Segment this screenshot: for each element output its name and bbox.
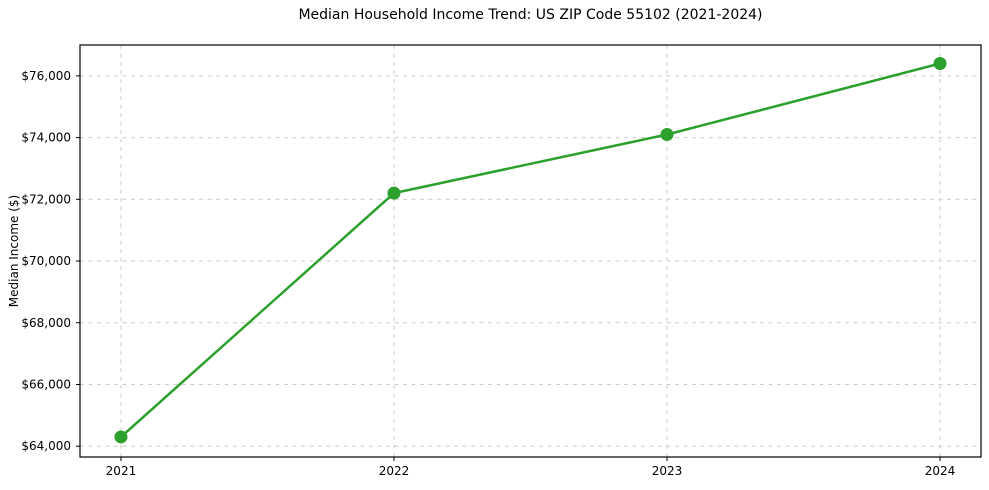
y-tick-label: $72,000 [21,192,71,206]
y-tick-label: $68,000 [21,316,71,330]
plot-border [79,44,982,458]
data-point [114,430,128,444]
data-point [387,186,401,200]
y-tick-label: $64,000 [21,439,71,453]
chart-title: Median Household Income Trend: US ZIP Co… [298,7,763,23]
data-point [933,57,947,71]
x-tick-label: 2022 [379,464,410,478]
y-tick-label: $76,000 [21,69,71,83]
y-tick-label: $66,000 [21,377,71,391]
x-tick-label: 2023 [652,464,683,478]
y-tick-label: $70,000 [21,254,71,268]
trend-line [119,62,942,439]
data-point [660,127,674,141]
y-tick-label: $74,000 [21,131,71,145]
x-tick-label: 2024 [925,464,956,478]
x-tick-label: 2021 [106,464,137,478]
